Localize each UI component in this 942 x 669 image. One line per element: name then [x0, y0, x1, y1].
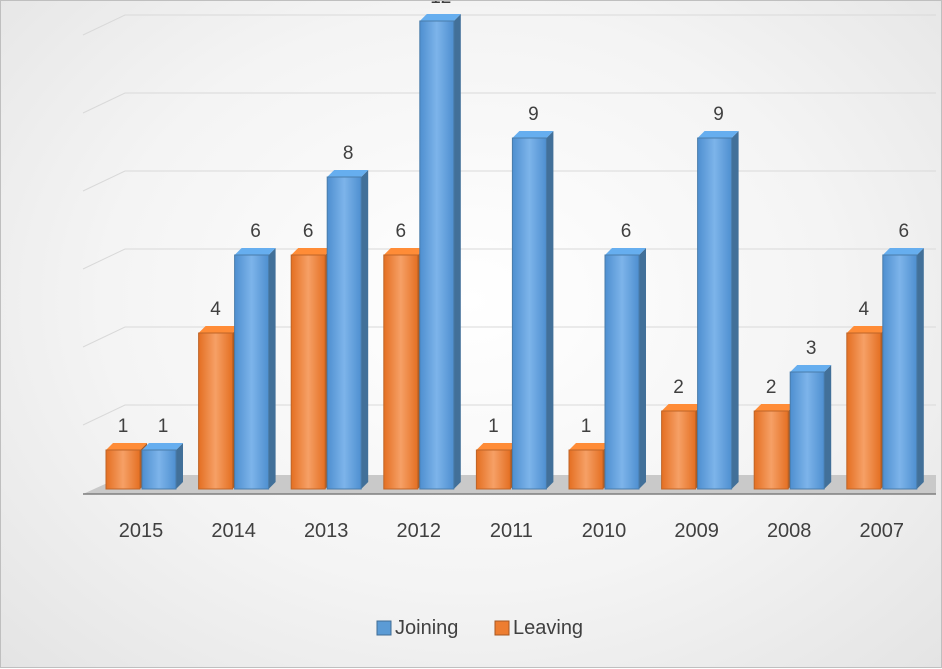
data-label-joining-2014: 6: [250, 221, 261, 242]
x-tick-label: 2012: [397, 520, 442, 542]
legend: Joining Leaving: [376, 617, 583, 639]
gridline: [82, 170, 936, 192]
bar-leaving-2012: [383, 248, 425, 490]
bar-leaving-2010: [568, 443, 610, 490]
data-label-joining-2012: 12: [430, 1, 451, 8]
x-tick-label: 2010: [582, 520, 627, 542]
x-tick-label: 2013: [304, 520, 349, 542]
bar-joining-2007: [882, 248, 924, 490]
legend-swatch-joining: [376, 620, 392, 636]
bar-leaving-2009: [661, 404, 703, 490]
bar-leaving-2011: [475, 443, 518, 490]
gridline: [82, 248, 936, 270]
gridlines: [82, 14, 936, 426]
gridline: [82, 92, 936, 114]
bar-joining-2013: [326, 170, 369, 490]
x-tick-label: 2011: [490, 520, 533, 542]
data-label-leaving-2013: 6: [303, 221, 314, 242]
bar-joining-2015: [141, 443, 183, 490]
data-label-joining-2013: 8: [343, 143, 354, 164]
bar-leaving-2015: [105, 443, 147, 490]
data-label-leaving-2008: 2: [766, 377, 777, 398]
data-label-joining-2015: 1: [158, 416, 169, 437]
data-label-leaving-2012: 6: [396, 221, 407, 242]
data-label-leaving-2015: 1: [118, 416, 129, 437]
gridline: [82, 326, 936, 348]
bar-leaving-2008: [753, 404, 796, 490]
data-label-leaving-2011: 1: [488, 416, 499, 437]
legend-label-leaving: Leaving: [513, 617, 583, 639]
bar-joining-2009: [697, 131, 739, 490]
x-tick-label: 2014: [211, 520, 256, 542]
data-label-leaving-2009: 2: [673, 377, 684, 398]
gridline: [82, 14, 936, 36]
data-label-joining-2008: 3: [806, 338, 817, 359]
bar-joining-2008: [789, 365, 832, 490]
data-label-joining-2011: 9: [528, 104, 539, 125]
legend-swatch-leaving: [494, 620, 510, 636]
data-label-joining-2009: 9: [713, 104, 724, 125]
x-tick-label: 2009: [674, 520, 719, 542]
bar-joining-2010: [604, 248, 646, 490]
bar-joining-2014: [234, 248, 276, 490]
x-axis-tick-labels: 2015 2014 2013 2012 2011 2010 2009 2008 2007: [119, 520, 904, 542]
legend-label-joining: Joining: [395, 617, 458, 639]
x-tick-label: 2015: [119, 520, 164, 542]
bar-leaving-2007: [846, 326, 888, 490]
gridline: [82, 404, 936, 426]
x-tick-label: 2007: [860, 520, 905, 542]
x-tick-label: 2008: [767, 520, 812, 542]
data-label-leaving-2007: 4: [859, 299, 870, 320]
data-label-joining-2010: 6: [621, 221, 632, 242]
bar-joining-2011: [511, 131, 554, 490]
bar-leaving-2014: [198, 326, 240, 490]
bar-leaving-2013: [290, 248, 333, 490]
bar-joining-2012: [419, 14, 461, 490]
data-label-joining-2007: 6: [899, 221, 910, 242]
data-label-leaving-2010: 1: [581, 416, 592, 437]
bars: [105, 14, 924, 490]
data-label-leaving-2014: 4: [210, 299, 221, 320]
data-labels: 1 1 4 6 6 8 6 12 1 9 1 6 2 9 2 3 4 6: [118, 1, 909, 437]
